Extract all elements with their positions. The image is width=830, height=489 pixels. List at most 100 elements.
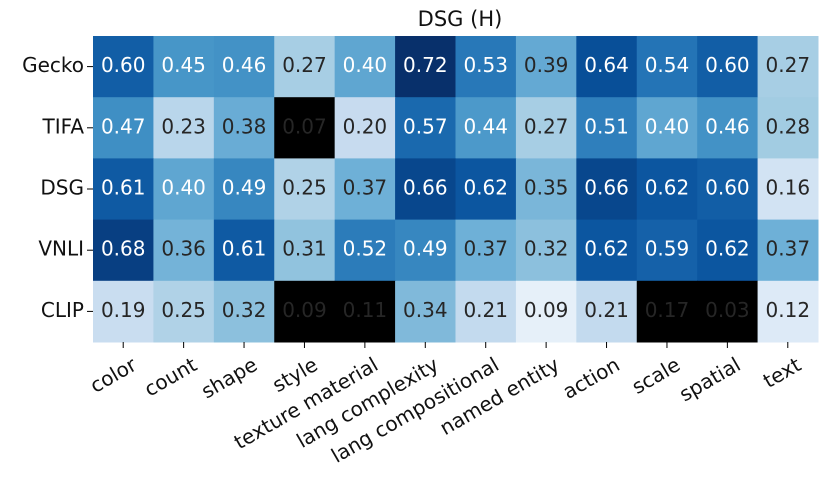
cell-label: 0.37 — [343, 176, 388, 200]
heatmap-cell — [274, 158, 336, 221]
cell-label: 0.54 — [645, 53, 690, 77]
cell-label: 0.21 — [463, 298, 508, 322]
heatmap-cell — [334, 36, 396, 98]
heatmap-cell — [334, 280, 396, 343]
x-tick-label: count — [140, 352, 201, 401]
heatmap-cell — [334, 158, 396, 221]
heatmap-cell — [636, 97, 698, 159]
cell-label: 0.37 — [463, 237, 508, 261]
cell-label: 0.62 — [705, 237, 750, 261]
cell-label: 0.21 — [584, 298, 629, 322]
cell-label: 0.52 — [343, 237, 388, 261]
cell-label: 0.12 — [766, 298, 811, 322]
cell-label: 0.32 — [524, 237, 569, 261]
x-tick-label: spatial — [675, 352, 745, 406]
heatmap-cell — [395, 36, 456, 98]
cell-label: 0.68 — [101, 237, 146, 261]
heatmap-cell — [697, 36, 759, 98]
heatmap-cell — [576, 158, 638, 221]
heatmap-cell — [455, 219, 517, 282]
x-tick-label: text — [759, 352, 805, 393]
heatmap-cell — [93, 280, 154, 343]
cell-label: 0.35 — [524, 176, 569, 200]
x-tick-label: scale — [628, 352, 685, 399]
heatmap-cell — [697, 280, 759, 343]
y-tick-label: DSG — [40, 176, 84, 200]
heatmap-cell — [213, 97, 275, 159]
heatmap-cell — [636, 158, 698, 221]
cell-label: 0.11 — [343, 298, 388, 322]
cell-label: 0.64 — [584, 53, 629, 77]
heatmap-cell — [636, 36, 698, 98]
heatmap-cell — [515, 97, 577, 159]
cell-label: 0.27 — [282, 53, 327, 77]
cell-label: 0.16 — [766, 176, 811, 200]
x-tick-label: color — [86, 352, 141, 398]
cell-label: 0.39 — [524, 53, 569, 77]
heatmap-cell — [757, 36, 819, 98]
cell-label: 0.49 — [222, 176, 267, 200]
heatmap-cell — [153, 158, 215, 221]
cell-label: 0.57 — [403, 114, 448, 138]
heatmap-cell — [93, 36, 154, 98]
cell-label: 0.62 — [645, 176, 690, 200]
x-tick-label: action — [558, 352, 623, 404]
heatmap-cell — [455, 280, 517, 343]
heatmap-cell — [93, 97, 154, 159]
cell-label: 0.46 — [222, 53, 267, 77]
cell-label: 0.09 — [524, 298, 569, 322]
cell-label: 0.62 — [463, 176, 508, 200]
cell-label: 0.51 — [584, 114, 629, 138]
y-tick-label: VNLI — [38, 237, 84, 261]
heatmap-cell — [757, 280, 819, 343]
cell-label: 0.66 — [403, 176, 448, 200]
heatmap-cell — [153, 36, 215, 98]
cell-label: 0.32 — [222, 298, 267, 322]
cell-label: 0.61 — [222, 237, 267, 261]
cell-label: 0.40 — [343, 53, 388, 77]
cell-label: 0.36 — [161, 237, 206, 261]
cell-label: 0.17 — [645, 298, 690, 322]
cell-label: 0.49 — [403, 237, 448, 261]
cell-label: 0.60 — [101, 53, 146, 77]
cell-label: 0.07 — [282, 114, 327, 138]
cell-label: 0.20 — [343, 114, 388, 138]
cell-label: 0.44 — [463, 114, 508, 138]
cell-label: 0.09 — [282, 298, 327, 322]
heatmap-cell — [334, 97, 396, 159]
heatmap-cell — [213, 280, 275, 343]
cell-label: 0.38 — [222, 114, 267, 138]
heatmap-cell — [213, 219, 275, 282]
heatmap-cell — [455, 158, 517, 221]
cell-label: 0.60 — [705, 176, 750, 200]
cell-label: 0.25 — [161, 298, 206, 322]
cell-label: 0.72 — [403, 53, 448, 77]
cell-label: 0.27 — [766, 53, 811, 77]
heatmap-cell — [576, 280, 638, 343]
cell-label: 0.62 — [584, 237, 629, 261]
heatmap-cell — [153, 97, 215, 159]
heatmap-cell — [213, 158, 275, 221]
cell-label: 0.03 — [705, 298, 750, 322]
cell-label: 0.34 — [403, 298, 448, 322]
heatmap-cell — [576, 97, 638, 159]
heatmap-cell — [636, 219, 698, 282]
heatmap-cell — [153, 280, 215, 343]
cell-label: 0.45 — [161, 53, 206, 77]
chart-title: DSG (H) — [418, 7, 503, 31]
heatmap-cell — [757, 219, 819, 282]
heatmap-cell — [274, 36, 336, 98]
heatmap-cell — [515, 158, 577, 221]
cell-label: 0.61 — [101, 176, 146, 200]
heatmap-cell — [515, 219, 577, 282]
heatmap-cell — [576, 219, 638, 282]
heatmap-cell — [697, 97, 759, 159]
heatmap-cell — [395, 158, 456, 221]
heatmap-cell — [576, 36, 638, 98]
x-tick-label: shape — [197, 352, 261, 403]
cell-label: 0.40 — [645, 114, 690, 138]
heatmap-cell — [636, 280, 698, 343]
heatmap-cell — [455, 97, 517, 159]
y-tick-label: TIFA — [42, 114, 85, 138]
cell-label: 0.27 — [524, 114, 569, 138]
